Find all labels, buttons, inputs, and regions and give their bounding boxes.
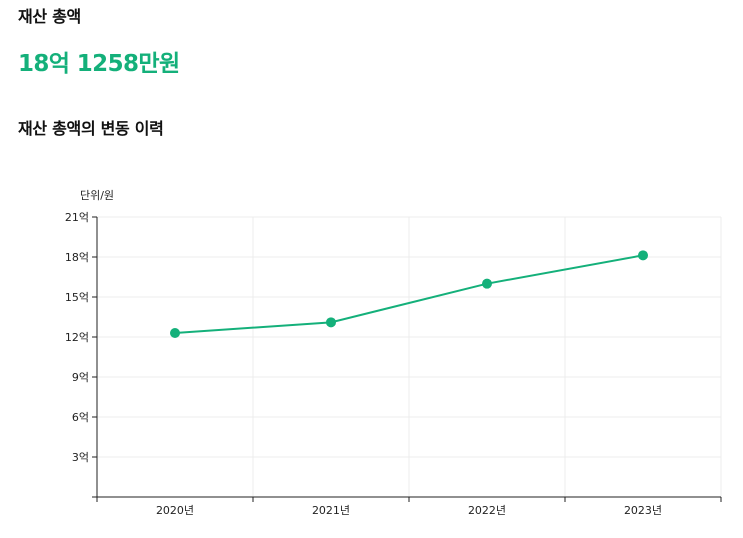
x-tick-label: 2020년 <box>156 504 194 517</box>
data-point <box>326 317 336 328</box>
total-assets-value: 18억 1258만원 <box>18 51 180 77</box>
x-tick-label: 2023년 <box>624 504 662 517</box>
y-tick-label: 21억 <box>65 211 89 224</box>
total-assets-label: 재산 총액 <box>18 7 81 26</box>
y-tick-label: 15억 <box>65 291 89 304</box>
y-tick-label: 12억 <box>65 331 89 344</box>
y-axis-unit-label: 단위/원 <box>80 189 114 202</box>
y-tick-label: 6억 <box>72 411 89 424</box>
y-tick-label: 9억 <box>72 371 89 384</box>
y-tick-label: 18억 <box>65 251 89 264</box>
history-chart-title: 재산 총액의 변동 이력 <box>18 119 164 138</box>
x-tick-label: 2021년 <box>312 504 350 517</box>
series-line <box>174 254 644 334</box>
data-point <box>482 278 492 289</box>
data-point <box>638 250 648 261</box>
y-tick-label: 3억 <box>72 451 89 464</box>
data-point <box>170 328 180 338</box>
x-tick-label: 2022년 <box>468 504 506 517</box>
